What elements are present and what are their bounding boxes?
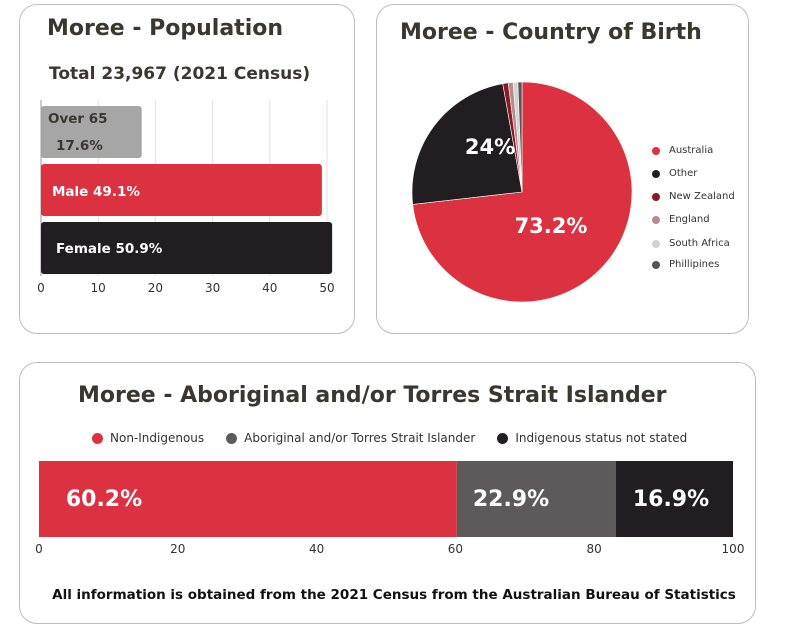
legend-label: Indigenous status not stated bbox=[515, 431, 688, 445]
legend-item-other: Other bbox=[652, 168, 697, 179]
indigenous-title: Moree - Aboriginal and/or Torres Strait … bbox=[78, 383, 667, 408]
legend-item-australia: Australia bbox=[652, 145, 713, 156]
legend-label: Phillipines bbox=[669, 259, 720, 270]
legend-item-phillipines: Phillipines bbox=[652, 259, 719, 270]
legend-label: South Africa bbox=[669, 238, 730, 249]
legend-item: Aboriginal and/or Torres Strait Islander bbox=[226, 431, 475, 445]
legend-swatch bbox=[652, 215, 660, 224]
legend-swatch bbox=[226, 432, 238, 444]
legend-swatch bbox=[652, 192, 660, 201]
legend-label: New Zealand bbox=[669, 191, 735, 202]
legend-label: England bbox=[669, 214, 710, 225]
indigenous-legend: Non-Indigenous Aboriginal and/or Torres S… bbox=[92, 431, 709, 445]
legend-label: Non-Indigenous bbox=[110, 431, 205, 445]
legend-item-england: England bbox=[652, 214, 710, 225]
source-footnote: All information is obtained from the 202… bbox=[52, 587, 736, 603]
legend-label: Aboriginal and/or Torres Strait Islander bbox=[244, 431, 476, 445]
legend-label: Australia bbox=[669, 145, 714, 156]
legend-swatch bbox=[652, 146, 660, 155]
legend-swatch bbox=[652, 239, 660, 248]
population-card bbox=[19, 4, 355, 334]
legend-item: Non-Indigenous bbox=[92, 431, 204, 445]
legend-item-new-zealand: New Zealand bbox=[652, 191, 735, 202]
legend-label: Other bbox=[669, 168, 698, 179]
legend-swatch bbox=[652, 260, 660, 269]
legend-swatch bbox=[497, 432, 509, 444]
population-subtitle: Total 23,967 (2021 Census) bbox=[49, 64, 311, 84]
birth-title: Moree - Country of Birth bbox=[400, 20, 702, 45]
legend-swatch bbox=[92, 432, 103, 444]
legend-item: Indigenous status not stated bbox=[497, 431, 687, 445]
legend-swatch bbox=[652, 169, 660, 178]
population-title: Moree - Population bbox=[47, 16, 284, 41]
legend-item-south-africa: South Africa bbox=[652, 238, 730, 249]
